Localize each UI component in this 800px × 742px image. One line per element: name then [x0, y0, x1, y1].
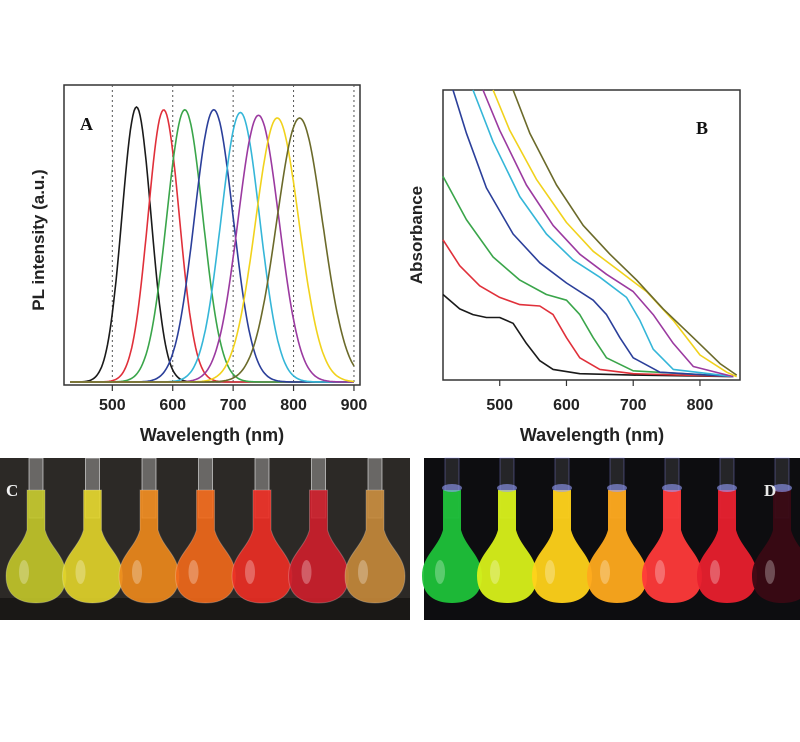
photo-d-flask-1 — [422, 457, 482, 603]
panel-b-y-axis-label: Absorbance — [407, 186, 426, 284]
photo-d-flask-7 — [752, 457, 800, 603]
panel-a-tick-label: 500 — [99, 397, 126, 414]
photo-c: C — [0, 457, 410, 620]
panel-a-tick-label: 900 — [341, 397, 368, 414]
panel-a: 500 600 700 800 900 A Wavelength (nm) PL int… — [29, 84, 367, 445]
panel-b-tick-label: 800 — [687, 397, 714, 414]
panel-b-letter: B — [696, 118, 708, 138]
photo-c-flask-3 — [118, 457, 180, 604]
panel-b-series-3 — [442, 176, 734, 378]
panel-b-series-4 — [452, 89, 734, 378]
panel-b-series-6 — [482, 89, 734, 378]
panel-b-tick-label: 700 — [620, 397, 647, 414]
photo-d-flask-4 — [587, 457, 647, 603]
panel-a-tick-label: 600 — [159, 397, 186, 414]
panel-a-x-ticks: 500 600 700 800 900 — [99, 385, 367, 414]
photo-d-flasks — [422, 457, 800, 603]
panel-b-plot — [442, 89, 738, 378]
photo-d-flask-3 — [532, 457, 592, 603]
photo-c-flask-4 — [174, 457, 237, 604]
panel-b-series-8 — [512, 89, 738, 376]
panel-b-tick-label: 500 — [486, 397, 513, 414]
panel-a-y-axis-label: PL intensity (a.u.) — [29, 169, 48, 310]
panel-b: 500 600 700 800 B Wavelength (nm) Absorbanc… — [407, 89, 741, 445]
panel-a-tick-label: 800 — [280, 397, 307, 414]
panel-b-series-2 — [442, 239, 734, 378]
photo-c-flask-2 — [61, 457, 124, 604]
photo-c-flask-7 — [344, 457, 406, 604]
panel-a-x-axis-label: Wavelength (nm) — [140, 425, 284, 445]
panel-b-x-ticks: 500 600 700 800 — [486, 380, 713, 414]
panel-b-x-axis-label: Wavelength (nm) — [520, 425, 664, 445]
panel-b-series-1 — [442, 293, 734, 378]
photo-d-letter: D — [764, 481, 776, 500]
panel-b-tick-label: 600 — [553, 397, 580, 414]
panel-a-series-8 — [70, 117, 355, 383]
photo-c-letter: C — [6, 481, 18, 500]
panel-a-frame — [63, 84, 361, 386]
panel-a-tick-label: 700 — [220, 397, 247, 414]
photo-d-flask-6 — [697, 457, 757, 603]
photo-c-flask-6 — [287, 457, 350, 604]
photo-d: D — [422, 457, 800, 620]
photo-c-shelf — [0, 598, 410, 620]
photo-d-flask-2 — [477, 457, 537, 603]
panel-b-series-7 — [492, 89, 738, 378]
photo-c-flasks — [5, 457, 406, 604]
photo-d-flask-5 — [642, 457, 702, 603]
panel-a-plot — [70, 105, 355, 383]
panel-a-letter: A — [80, 114, 93, 134]
photo-c-flask-1 — [5, 457, 67, 604]
photo-c-flask-5 — [231, 457, 293, 604]
panel-a-grid — [111, 85, 355, 385]
panel-b-series-5 — [472, 89, 734, 378]
